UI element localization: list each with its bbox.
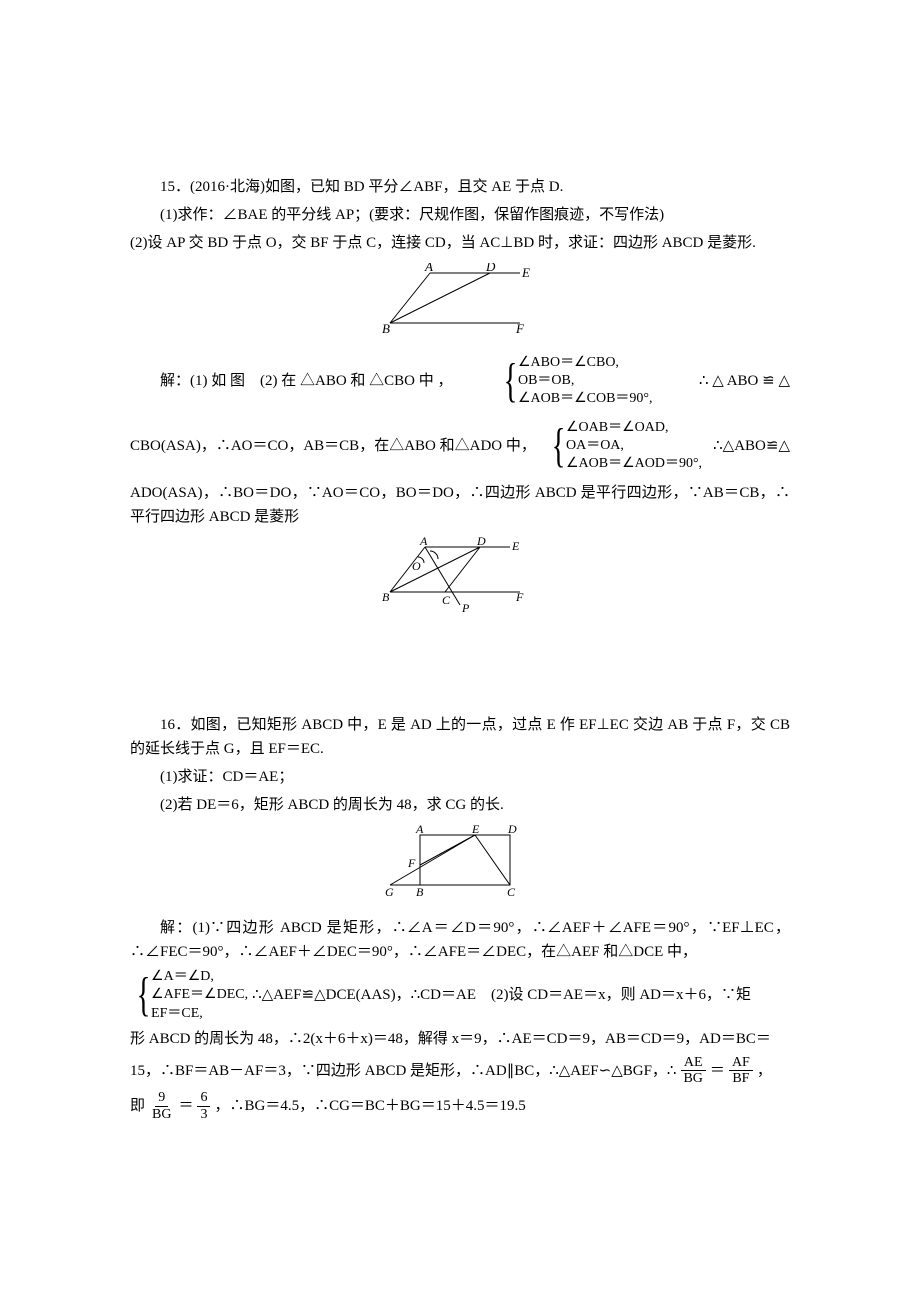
frac-af-bf: AF BF	[729, 1055, 753, 1087]
q15-title: 15．(2016·北海)如图，已知 BD 平分∠ABF，且交 AE 于点 D.	[130, 175, 790, 199]
q15-part1: (1)求作：∠BAE 的平分线 AP；(要求：尺规作图，保留作图痕迹，不写作法)	[130, 203, 790, 227]
svg-text:B: B	[382, 590, 390, 604]
section-gap	[130, 633, 790, 713]
svg-text:A: A	[415, 825, 424, 836]
q16-sol-d-b: ，	[757, 1059, 772, 1083]
q15-figure2: A D E B C F O P	[130, 537, 790, 625]
svg-text:E: E	[471, 825, 480, 836]
q15-sol-b: ∴ △ ABO ≌ △	[699, 369, 790, 393]
q16-sol-e-a: 即	[130, 1094, 145, 1118]
q16-sol-e-b: ，∴BG＝4.5，∴CG＝BC＋BG＝15＋4.5＝19.5	[214, 1094, 525, 1118]
eq2: ＝	[178, 1094, 193, 1118]
frac-6-3: 6 3	[197, 1090, 210, 1122]
q16-part2: (2)若 DE＝6，矩形 ABCD 的周长为 48，求 CG 的长.	[130, 793, 790, 817]
q15-sol-a: 解：(1) 如 图 (2) 在 △ABO 和 △CBO 中 ，	[160, 369, 453, 393]
q15-sol-e: ADO(ASA)，∴BO＝DO，∵AO＝CO，BO＝DO，∴四边形 ABCD 是…	[130, 481, 790, 529]
svg-text:D: D	[476, 537, 486, 548]
eq1: ＝	[710, 1059, 725, 1083]
svg-text:F: F	[407, 856, 416, 870]
svg-text:C: C	[442, 593, 451, 607]
svg-text:E: E	[511, 539, 520, 553]
svg-text:D: D	[507, 825, 517, 836]
svg-text:F: F	[515, 321, 525, 336]
q16-sol-row-e: 即 9 BG ＝ 6 3 ，∴BG＝4.5，∴CG＝BC＋BG＝15＋4.5＝1…	[130, 1090, 790, 1122]
q16-sol-c: 形 ABCD 的周长为 48，∴2(x＋6＋x)＝48，解得 x＝9，∴AE＝C…	[130, 1027, 790, 1051]
svg-text:B: B	[416, 885, 424, 899]
svg-text:F: F	[515, 590, 524, 604]
q15-figure1: A D E B F	[130, 263, 790, 346]
q16-sol-d-a: 15，∴BF＝AB－AF＝3，∵四边形 ABCD 是矩形，∴AD∥BC，∴△AE…	[130, 1059, 676, 1083]
q16-brace: { ∠A＝∠D, ∠AFE＝∠DEC, EF＝CE,	[132, 968, 248, 1023]
q16-sol-b: ∴△AEF≌△DCE(AAS)，∴CD＝AE (2)设 CD＝AE＝x，则 AD…	[252, 983, 751, 1007]
q15-sol-row2: CBO(ASA)，∴AO＝CO，AB＝CB，在△ABO 和△ADO 中， { ∠…	[130, 419, 790, 474]
q15-sol-row1: 解：(1) 如 图 (2) 在 △ABO 和 △CBO 中 ， { ∠ABO＝∠…	[130, 354, 790, 409]
q16-part1: (1)求证：CD＝AE；	[130, 765, 790, 789]
q15-sol-c: CBO(ASA)，∴AO＝CO，AB＝CB，在△ABO 和△ADO 中，	[130, 434, 536, 458]
q16-sol-a: 解：(1)∵四边形 ABCD 是矩形，∴∠A＝∠D＝90°，∴∠AEF＋∠AFE…	[130, 916, 790, 964]
svg-text:P: P	[461, 601, 470, 615]
svg-text:E: E	[521, 265, 530, 280]
q16-title: 16．如图，已知矩形 ABCD 中，E 是 AD 上的一点，过点 E 作 EF⊥…	[130, 713, 790, 761]
svg-text:D: D	[485, 263, 496, 274]
svg-text:G: G	[385, 885, 394, 899]
page: 15．(2016·北海)如图，已知 BD 平分∠ABF，且交 AE 于点 D. …	[0, 0, 920, 1302]
frac-9-bg: 9 BG	[149, 1090, 174, 1122]
q16-figure: A E D F G B C	[130, 825, 790, 908]
svg-text:C: C	[507, 885, 516, 899]
svg-text:A: A	[424, 263, 433, 274]
svg-text:A: A	[419, 537, 428, 548]
q16-sol-row-b: { ∠A＝∠D, ∠AFE＝∠DEC, EF＝CE, ∴△AEF≌△DCE(AA…	[130, 968, 790, 1023]
q15-part2: (2)设 AP 交 BD 于点 O，交 BF 于点 C，连接 CD，当 AC⊥B…	[130, 231, 790, 255]
q15-brace2: { ∠OAB＝∠OAD, OA＝OA, ∠AOB＝∠AOD＝90°,	[547, 419, 702, 474]
q16-sol-row-d: 15，∴BF＝AB－AF＝3，∵四边形 ABCD 是矩形，∴AD∥BC，∴△AE…	[130, 1055, 790, 1087]
q15-sol-d: ∴△ABO≌△	[713, 434, 790, 458]
q15-brace1: { ∠ABO＝∠CBO, OB＝OB, ∠AOB＝∠COB＝90°,	[499, 354, 653, 409]
svg-text:B: B	[382, 321, 390, 336]
svg-text:O: O	[412, 559, 421, 573]
frac-ae-bg: AE BG	[680, 1055, 705, 1087]
